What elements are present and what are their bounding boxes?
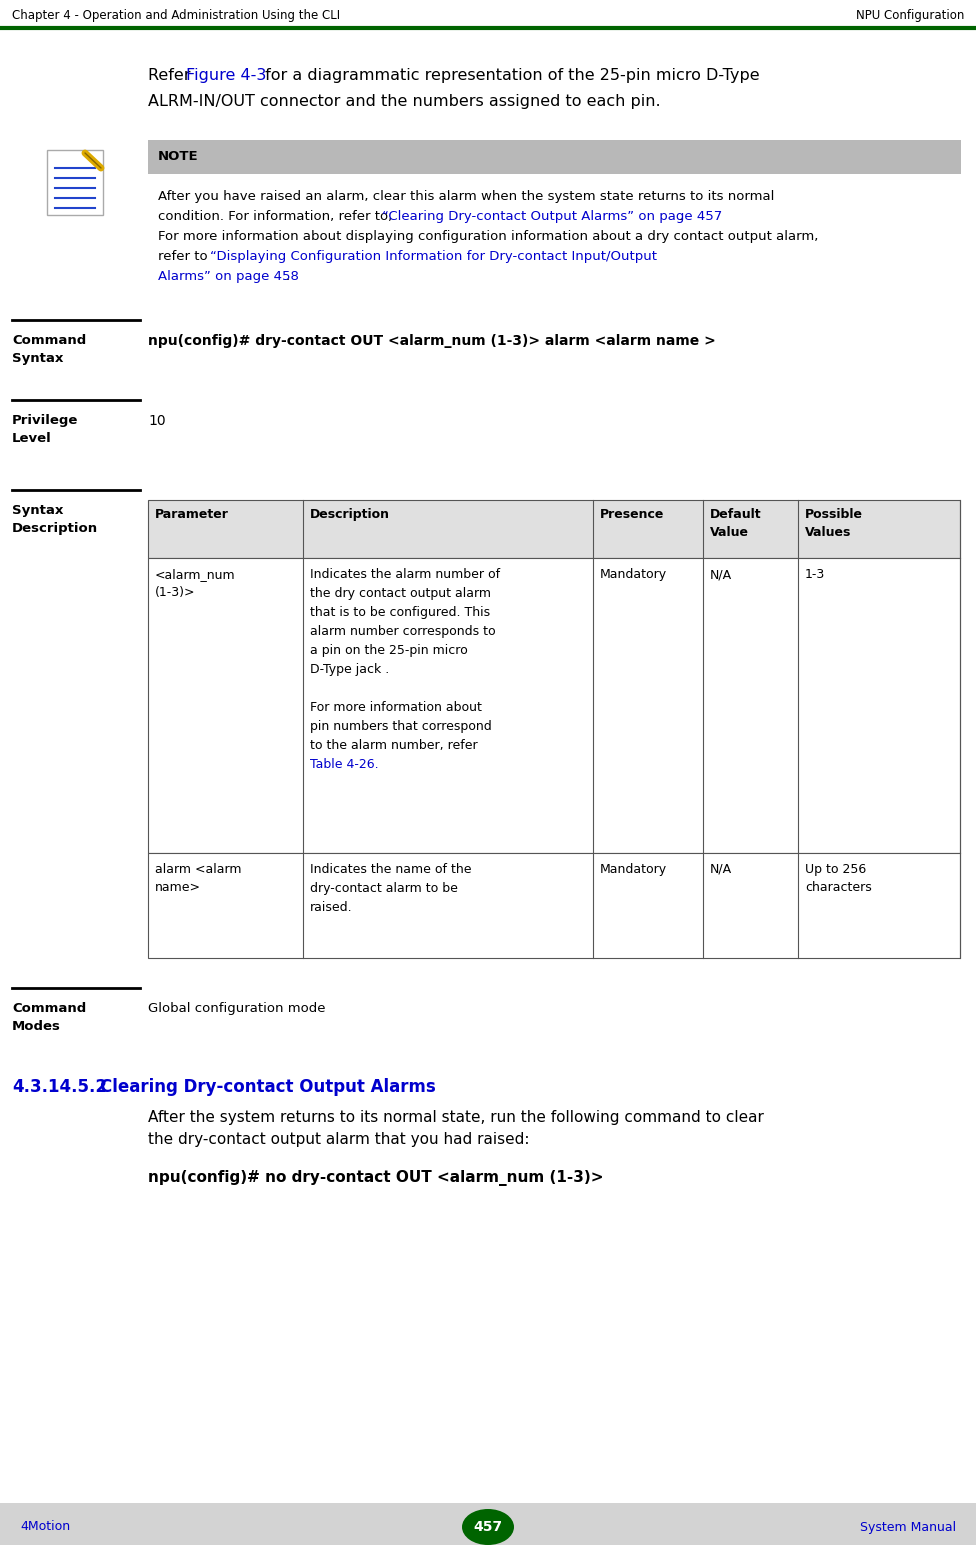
Text: to the alarm number, refer: to the alarm number, refer: [310, 739, 477, 752]
Text: “Displaying Configuration Information for Dry-contact Input/Output: “Displaying Configuration Information fo…: [210, 250, 657, 263]
Bar: [0, 1503, 976, 1545]
Text: Description: Description: [12, 522, 99, 535]
Text: ALRM-IN/OUT connector and the numbers assigned to each pin.: ALRM-IN/OUT connector and the numbers as…: [148, 94, 661, 110]
Text: Privilege: Privilege: [12, 414, 78, 426]
Text: “Clearing Dry-contact Output Alarms” on page 457: “Clearing Dry-contact Output Alarms” on …: [382, 210, 722, 222]
Text: dry-contact alarm to be: dry-contact alarm to be: [310, 882, 458, 895]
Text: Chapter 4 - Operation and Administration Using the CLI: Chapter 4 - Operation and Administration…: [12, 9, 340, 23]
Text: Command: Command: [12, 334, 86, 348]
Text: For more information about displaying configuration information about a dry cont: For more information about displaying co…: [158, 230, 818, 243]
Text: alarm number corresponds to: alarm number corresponds to: [310, 626, 496, 638]
Text: NOTE: NOTE: [158, 150, 199, 164]
Text: 4.3.14.5.2: 4.3.14.5.2: [12, 1078, 107, 1095]
Text: 10: 10: [148, 414, 166, 428]
Text: raised.: raised.: [310, 901, 352, 915]
Text: .: .: [286, 270, 290, 283]
Text: a pin on the 25-pin micro: a pin on the 25-pin micro: [310, 644, 468, 657]
Text: 1-3: 1-3: [805, 569, 826, 581]
Text: After you have raised an alarm, clear this alarm when the system state returns t: After you have raised an alarm, clear th…: [158, 190, 774, 202]
Text: Clearing Dry-contact Output Alarms: Clearing Dry-contact Output Alarms: [100, 1078, 435, 1095]
Text: condition. For information, refer to,: condition. For information, refer to,: [158, 210, 396, 222]
Text: Mandatory: Mandatory: [600, 864, 668, 876]
Text: .: .: [679, 210, 683, 222]
Text: System Manual: System Manual: [860, 1520, 956, 1534]
Text: Default
Value: Default Value: [710, 508, 761, 539]
Text: NPU Configuration: NPU Configuration: [856, 9, 964, 23]
Bar: [47, 150, 103, 215]
Text: N/A: N/A: [710, 569, 732, 581]
Text: Presence: Presence: [600, 508, 665, 521]
Ellipse shape: [462, 1509, 514, 1545]
Text: Possible
Values: Possible Values: [805, 508, 863, 539]
Text: Alarms” on page 458: Alarms” on page 458: [158, 270, 299, 283]
Text: 457: 457: [473, 1520, 503, 1534]
Text: D-Type jack .: D-Type jack .: [310, 663, 389, 677]
Text: Indicates the alarm number of: Indicates the alarm number of: [310, 569, 500, 581]
Bar: [148, 501, 960, 558]
Text: Table 4-26.: Table 4-26.: [310, 759, 379, 771]
Text: alarm <alarm
name>: alarm <alarm name>: [155, 864, 241, 895]
Text: For more information about: For more information about: [310, 701, 482, 714]
Text: Indicates the name of the: Indicates the name of the: [310, 864, 471, 876]
Text: the dry contact output alarm: the dry contact output alarm: [310, 587, 491, 599]
Text: the dry-contact output alarm that you had raised:: the dry-contact output alarm that you ha…: [148, 1132, 530, 1146]
Text: <alarm_num
(1-3)>: <alarm_num (1-3)>: [155, 569, 235, 599]
Text: Syntax: Syntax: [12, 352, 63, 365]
Text: refer to: refer to: [158, 250, 212, 263]
Text: After the system returns to its normal state, run the following command to clear: After the system returns to its normal s…: [148, 1109, 764, 1125]
Text: Command: Command: [12, 1003, 86, 1015]
Text: Mandatory: Mandatory: [600, 569, 668, 581]
Text: Figure 4-3: Figure 4-3: [186, 68, 266, 83]
Bar: [148, 853, 960, 958]
Text: Description: Description: [310, 508, 390, 521]
Text: Syntax: Syntax: [12, 504, 63, 518]
Text: Up to 256
characters: Up to 256 characters: [805, 864, 872, 895]
Text: Level: Level: [12, 433, 52, 445]
Text: npu(config)# no dry-contact OUT <alarm_num (1-3)>: npu(config)# no dry-contact OUT <alarm_n…: [148, 1170, 603, 1187]
Text: Global configuration mode: Global configuration mode: [148, 1003, 326, 1015]
Text: Parameter: Parameter: [155, 508, 229, 521]
Text: 4Motion: 4Motion: [20, 1520, 70, 1534]
Bar: [148, 558, 960, 853]
Text: for a diagrammatic representation of the 25-pin micro D-Type: for a diagrammatic representation of the…: [260, 68, 759, 83]
Text: Refer: Refer: [148, 68, 195, 83]
Text: N/A: N/A: [710, 864, 732, 876]
Text: npu(config)# dry-contact OUT <alarm_num (1-3)> alarm <alarm name >: npu(config)# dry-contact OUT <alarm_num …: [148, 334, 715, 348]
Text: Modes: Modes: [12, 1020, 61, 1034]
Text: pin numbers that correspond: pin numbers that correspond: [310, 720, 492, 732]
Bar: [148, 141, 961, 175]
Text: that is to be configured. This: that is to be configured. This: [310, 606, 490, 620]
